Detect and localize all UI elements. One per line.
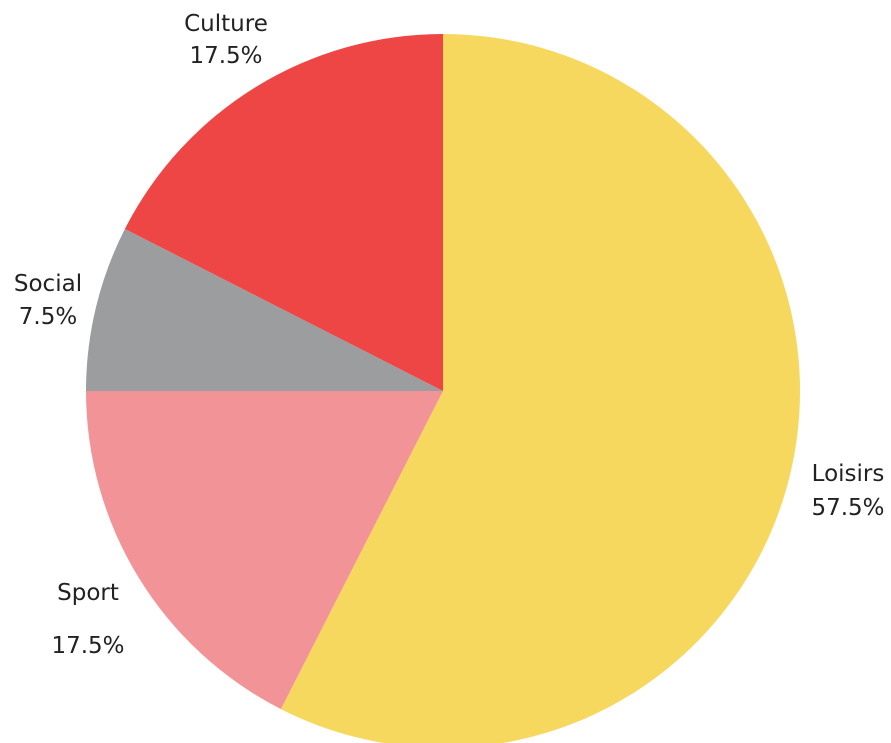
slice-value-sport: 17.5% — [51, 633, 124, 659]
pie-slice-social — [86, 228, 443, 391]
slice-label-loisirs: Loisirs — [812, 461, 885, 487]
slice-label-sport: Sport — [57, 580, 119, 606]
pie-slice-sport — [86, 391, 443, 710]
pie-slice-culture — [124, 34, 443, 391]
pie-slice-loisirs — [280, 34, 800, 743]
pie-labels: Loisirs 57.5% Sport 17.5% Social 7.5% Culture 1… — [14, 11, 885, 659]
slice-value-culture: 17.5% — [189, 43, 262, 69]
slice-label-social: Social — [14, 271, 82, 297]
slice-label-culture: Culture — [184, 11, 268, 37]
slice-value-loisirs: 57.5% — [811, 495, 884, 521]
pie-slices — [86, 34, 800, 743]
slice-value-social: 7.5% — [19, 304, 77, 330]
